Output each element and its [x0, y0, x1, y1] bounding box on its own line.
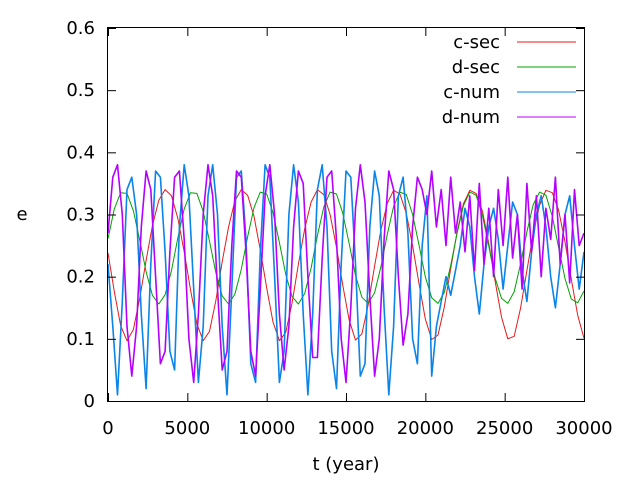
y-tick-label: 0.5	[66, 80, 95, 101]
x-tick-label: 15000	[317, 418, 374, 439]
y-axis-title: e	[16, 204, 27, 225]
y-tick-label: 0.4	[66, 142, 95, 163]
x-tick-label: 0	[102, 418, 113, 439]
y-tick-label: 0.1	[66, 329, 95, 350]
x-tick-label: 20000	[397, 418, 454, 439]
series-line-d-num	[107, 164, 585, 384]
axes: 0 5000 10000 15000 20000 25000 30000 0 0.1 0.2 0.3…	[66, 18, 612, 439]
x-tick-label: 30000	[555, 418, 612, 439]
legend-label-d-num: d-num	[442, 107, 500, 128]
x-axis-title: t (year)	[313, 454, 380, 475]
legend-label-d-sec: d-sec	[452, 57, 500, 78]
x-tick-label: 5000	[164, 418, 210, 439]
plot-lines	[107, 164, 585, 396]
x-tick-label: 10000	[238, 418, 295, 439]
y-tick-label: 0.2	[66, 267, 95, 288]
series-line-d-sec	[107, 191, 585, 305]
series-line-c-sec	[107, 189, 585, 342]
legend-label-c-num: c-num	[443, 82, 500, 103]
legend-label-c-sec: c-sec	[453, 32, 500, 53]
legend: c-sec d-sec c-num d-num	[442, 32, 576, 128]
x-tick-label: 25000	[476, 418, 533, 439]
y-tick-label: 0.3	[66, 205, 95, 226]
y-tick-label: 0	[84, 391, 95, 412]
y-tick-label: 0.6	[66, 18, 95, 39]
plot-frame	[107, 27, 585, 402]
series-line-c-num	[107, 164, 585, 396]
